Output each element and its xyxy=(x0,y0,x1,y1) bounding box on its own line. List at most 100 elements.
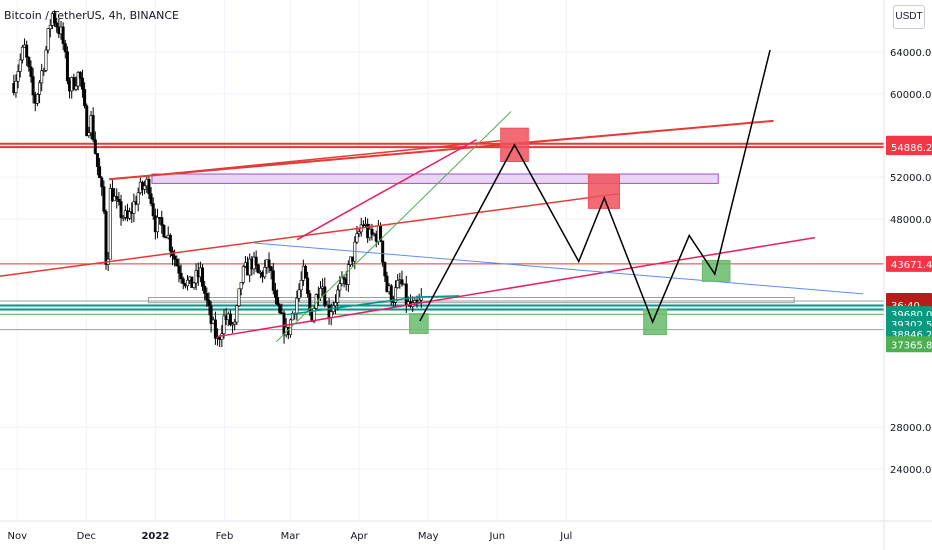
trend-lines xyxy=(0,111,864,343)
candle-body xyxy=(31,76,35,96)
candle-body xyxy=(128,211,132,219)
candle-body xyxy=(100,177,104,188)
candle-body xyxy=(104,211,108,265)
candle-body xyxy=(110,188,114,202)
candle-body xyxy=(396,280,400,288)
candle-body xyxy=(385,275,389,293)
candle-body xyxy=(76,72,80,87)
candle-body xyxy=(333,302,337,307)
candle-body xyxy=(143,185,147,190)
candle-body xyxy=(278,304,282,314)
price-tag-label: 43671.41 xyxy=(891,260,932,271)
candle-body xyxy=(53,13,57,24)
candle-body xyxy=(181,278,185,284)
candle-body xyxy=(329,311,333,318)
candle-body xyxy=(40,70,44,84)
candle-series xyxy=(12,10,423,348)
candle-body xyxy=(318,288,322,299)
trend-line xyxy=(275,111,512,343)
candle-body xyxy=(95,153,99,167)
candle-body xyxy=(338,283,342,291)
zone-rect xyxy=(147,296,795,304)
candle-body xyxy=(132,201,136,214)
candle-body xyxy=(119,201,123,218)
price-axis-label: 28000.00 xyxy=(890,423,932,434)
price-tag-bg xyxy=(886,336,932,353)
zone-rect xyxy=(151,173,719,184)
candle-body xyxy=(115,196,119,200)
price-axis-label: 52000.00 xyxy=(890,173,932,184)
candle-body xyxy=(271,270,275,291)
price-tag-bg xyxy=(886,255,932,272)
candle-body xyxy=(342,277,346,280)
candle-body xyxy=(381,240,385,263)
candle-body xyxy=(207,299,211,307)
candle-body xyxy=(38,82,42,95)
time-axis-label: 2022 xyxy=(141,531,169,542)
trend-line xyxy=(252,242,864,295)
candle-body xyxy=(14,80,18,94)
candle-body xyxy=(273,290,277,298)
candle-body xyxy=(276,297,280,305)
candle-body xyxy=(25,44,29,58)
candle-body xyxy=(91,115,95,141)
candle-body xyxy=(295,297,299,314)
candle-body xyxy=(18,59,22,72)
trend-line xyxy=(0,193,619,277)
chart-title: Bitcoin / TetherUS, 4h, BINANCE xyxy=(4,9,180,22)
candle-body xyxy=(48,25,52,29)
candle-body xyxy=(192,282,196,288)
candle-body xyxy=(162,225,166,238)
candle-body xyxy=(239,282,243,290)
candle-body xyxy=(213,319,217,339)
time-axis-label: Feb xyxy=(216,531,234,542)
candle-body xyxy=(383,262,387,277)
horizontal-levels xyxy=(0,142,884,331)
candle-body xyxy=(147,178,151,195)
candle-body xyxy=(389,285,393,302)
candle-body xyxy=(186,279,190,287)
candle-body xyxy=(98,166,102,179)
candle-body xyxy=(72,77,76,90)
candle-body xyxy=(346,264,350,285)
candle-body xyxy=(263,267,267,278)
candle-body xyxy=(65,51,69,82)
support-box xyxy=(643,308,667,335)
candle-body xyxy=(299,280,303,291)
candle-body xyxy=(228,313,232,325)
candle-body xyxy=(173,255,177,260)
price-axis-label: 48000.00 xyxy=(890,215,932,226)
candle-body xyxy=(256,264,260,274)
support-box xyxy=(409,313,429,334)
candle-body xyxy=(235,305,239,323)
candle-body xyxy=(177,265,181,274)
candle-body xyxy=(312,308,316,322)
candle-body xyxy=(241,266,245,283)
trend-line xyxy=(217,236,816,338)
candle-body xyxy=(201,267,205,287)
trend-line xyxy=(134,139,501,178)
chart-zones xyxy=(147,173,795,304)
candle-body xyxy=(370,228,374,235)
candle-body xyxy=(190,276,194,288)
trend-line xyxy=(109,119,774,181)
candle-body xyxy=(269,266,273,272)
currency-unit-button[interactable]: USDT xyxy=(893,5,925,29)
candle-body xyxy=(419,296,423,301)
candle-body xyxy=(233,321,237,325)
price-tag-label: 39680.01 xyxy=(891,310,932,321)
projection-line xyxy=(419,49,771,324)
time-axis-label: Apr xyxy=(350,531,368,542)
time-axis-label: Mar xyxy=(281,531,301,542)
candle-body xyxy=(203,285,207,294)
candle-body xyxy=(16,71,20,82)
candle-body xyxy=(63,43,67,53)
candle-body xyxy=(357,231,361,234)
time-axis-labels: Nov Dec 2022 Feb Mar Apr May Jun Jul xyxy=(8,531,573,542)
candle-body xyxy=(282,312,286,336)
candle-body xyxy=(117,198,121,202)
candle-body xyxy=(149,193,153,204)
candle-body xyxy=(303,265,307,279)
